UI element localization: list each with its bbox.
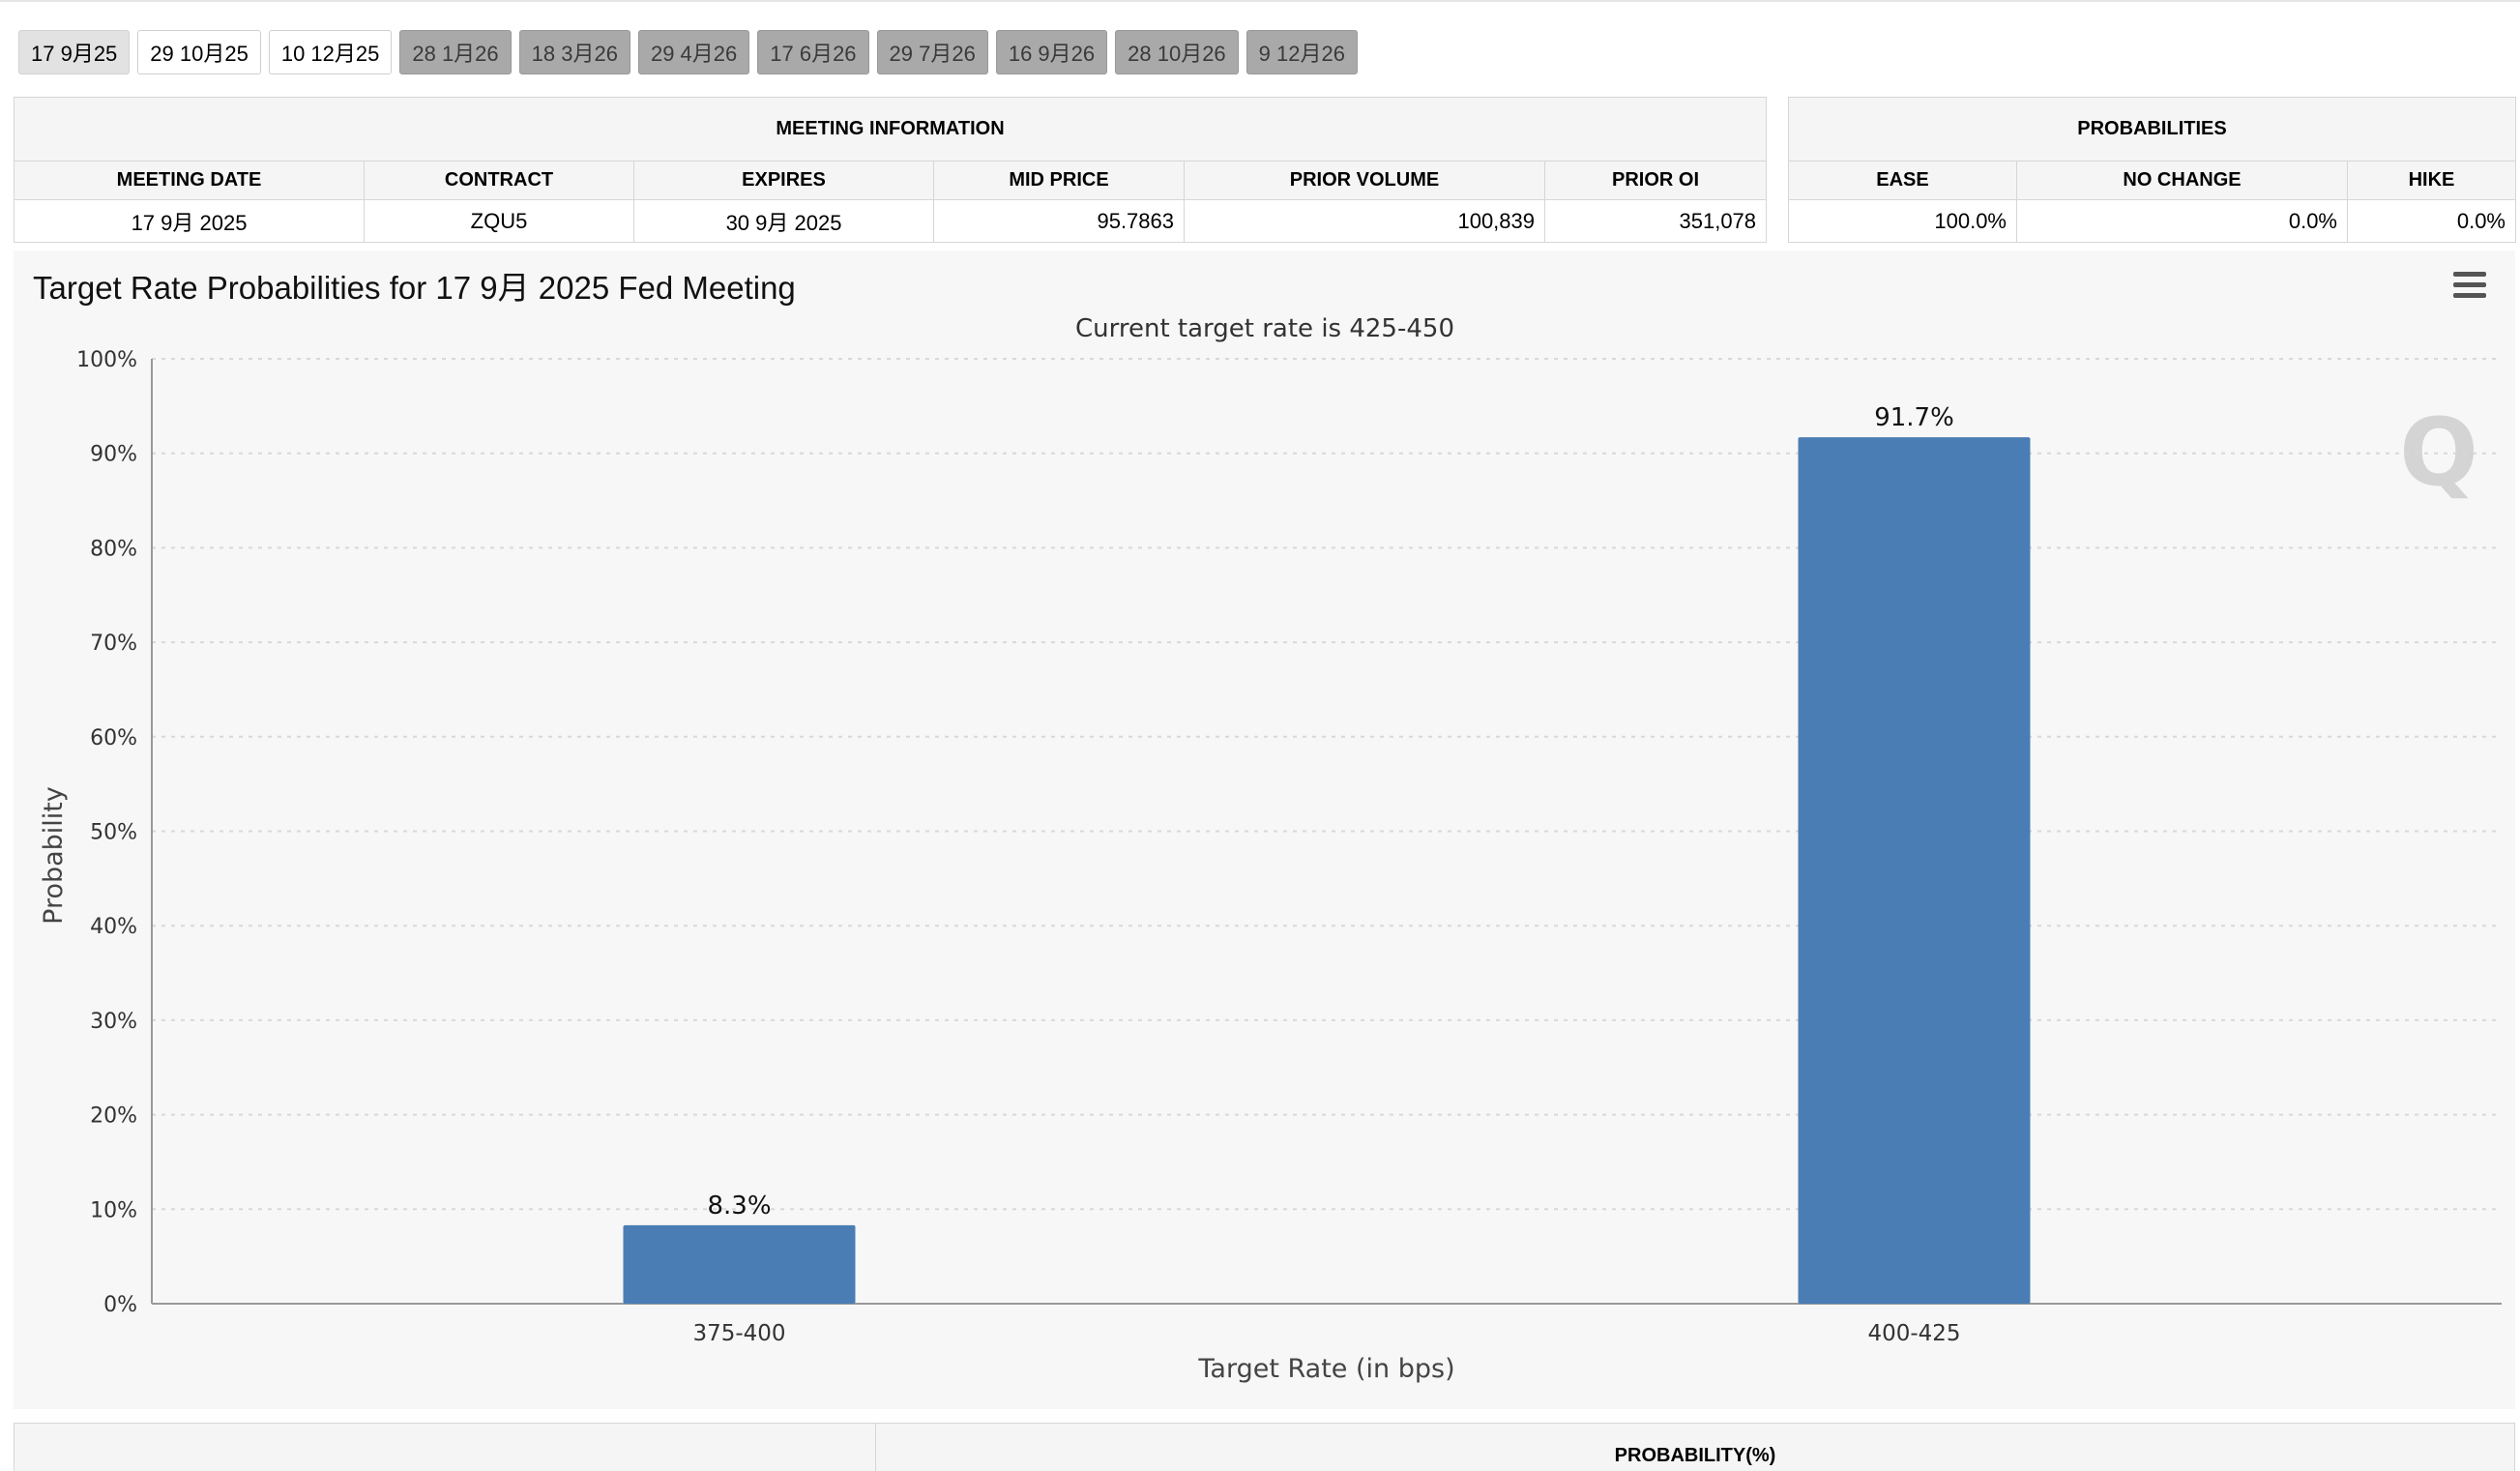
probability-table: PROBABILITY(%) — [14, 1423, 2515, 1471]
header-meeting-date: MEETING DATE — [14, 161, 365, 200]
probability-table-left-header — [15, 1424, 876, 1471]
meeting-tab-2[interactable]: 10 12月25 — [268, 30, 393, 74]
y-tick-label-0: 0% — [103, 1293, 137, 1317]
y-tick-label-80: 80% — [90, 537, 137, 561]
chart-subtitle: Current target rate is 425-450 — [1075, 314, 1454, 343]
x-axis-title: Target Rate (in bps) — [1197, 1354, 1454, 1384]
y-tick-label-10: 10% — [90, 1198, 137, 1222]
table-row: 100.0% 0.0% 0.0% — [1788, 199, 2516, 243]
meeting-tab-0[interactable]: 17 9月25 — [18, 30, 131, 74]
cell-prior-oi: 351,078 — [1543, 199, 1768, 243]
meeting-tab-7[interactable]: 29 7月26 — [876, 30, 988, 74]
cell-meeting-date: 17 9月 2025 — [14, 199, 365, 243]
data-label-400-425: 91.7% — [1874, 403, 1954, 432]
header-prior-oi: PRIOR OI — [1543, 161, 1768, 200]
x-tick-label-400-425: 400-425 — [1867, 1321, 1960, 1346]
meeting-tab-5[interactable]: 29 4月26 — [637, 30, 750, 74]
cell-hike: 0.0% — [2347, 199, 2516, 243]
chart-panel: Target Rate Probabilities for 17 9月 2025… — [14, 250, 2515, 1409]
y-tick-label-70: 70% — [90, 632, 137, 656]
meeting-tab-1[interactable]: 29 10月25 — [137, 30, 261, 74]
header-ease: EASE — [1788, 161, 2017, 200]
chart-title: Target Rate Probabilities for 17 9月 2025… — [33, 270, 796, 306]
data-label-375-400: 8.3% — [707, 1192, 771, 1221]
meeting-information-caption: MEETING INFORMATION — [13, 97, 1768, 162]
y-axis-title: Probability — [39, 786, 69, 925]
y-tick-label-30: 30% — [90, 1010, 137, 1034]
header-no-change: NO CHANGE — [2016, 161, 2348, 200]
header-prior-volume: PRIOR VOLUME — [1184, 161, 1545, 200]
y-tick-label-90: 90% — [90, 443, 137, 467]
y-tick-label-60: 60% — [90, 726, 137, 750]
meeting-tab-10[interactable]: 9 12月26 — [1245, 30, 1358, 74]
meeting-information-table: MEETING INFORMATION MEETING DATE CONTRAC… — [13, 97, 1768, 243]
probability-table-header: PROBABILITY(%) — [1614, 1445, 1776, 1466]
cell-expires: 30 9月 2025 — [633, 199, 934, 243]
meeting-tab-4[interactable]: 18 3月26 — [518, 30, 630, 74]
y-tick-label-50: 50% — [90, 821, 137, 845]
cell-no-change: 0.0% — [2016, 199, 2348, 243]
cell-ease: 100.0% — [1788, 199, 2017, 243]
top-border — [0, 0, 2520, 2]
hamburger-menu-icon[interactable] — [2453, 272, 2486, 299]
cell-mid-price: 95.7863 — [933, 199, 1185, 243]
cell-prior-volume: 100,839 — [1184, 199, 1545, 243]
bar-375-400 — [623, 1224, 856, 1304]
header-hike: HIKE — [2347, 161, 2516, 200]
meeting-date-tabs: 17 9月25 29 10月25 10 12月25 28 1月26 18 3月26 29 … — [18, 30, 1358, 76]
probabilities-table: PROBABILITIES EASE NO CHANGE HIKE 100.0%… — [1788, 97, 2516, 243]
y-tick-label-100: 100% — [76, 348, 137, 372]
probabilities-caption: PROBABILITIES — [1788, 97, 2516, 162]
table-row: 17 9月 2025 ZQU5 30 9月 2025 95.7863 100,8… — [14, 199, 1768, 243]
header-expires: EXPIRES — [633, 161, 934, 200]
meeting-tab-3[interactable]: 28 1月26 — [399, 30, 512, 74]
y-tick-label-20: 20% — [90, 1104, 137, 1129]
bar-400-425 — [1798, 437, 2031, 1304]
header-mid-price: MID PRICE — [933, 161, 1185, 200]
meeting-tab-8[interactable]: 16 9月26 — [995, 30, 1108, 74]
header-contract: CONTRACT — [364, 161, 634, 200]
meeting-tab-6[interactable]: 17 6月26 — [757, 30, 869, 74]
y-tick-label-40: 40% — [90, 915, 137, 939]
meeting-tab-9[interactable]: 28 10月26 — [1115, 30, 1239, 74]
x-tick-label-375-400: 375-400 — [692, 1321, 785, 1346]
cell-contract: ZQU5 — [364, 199, 634, 243]
